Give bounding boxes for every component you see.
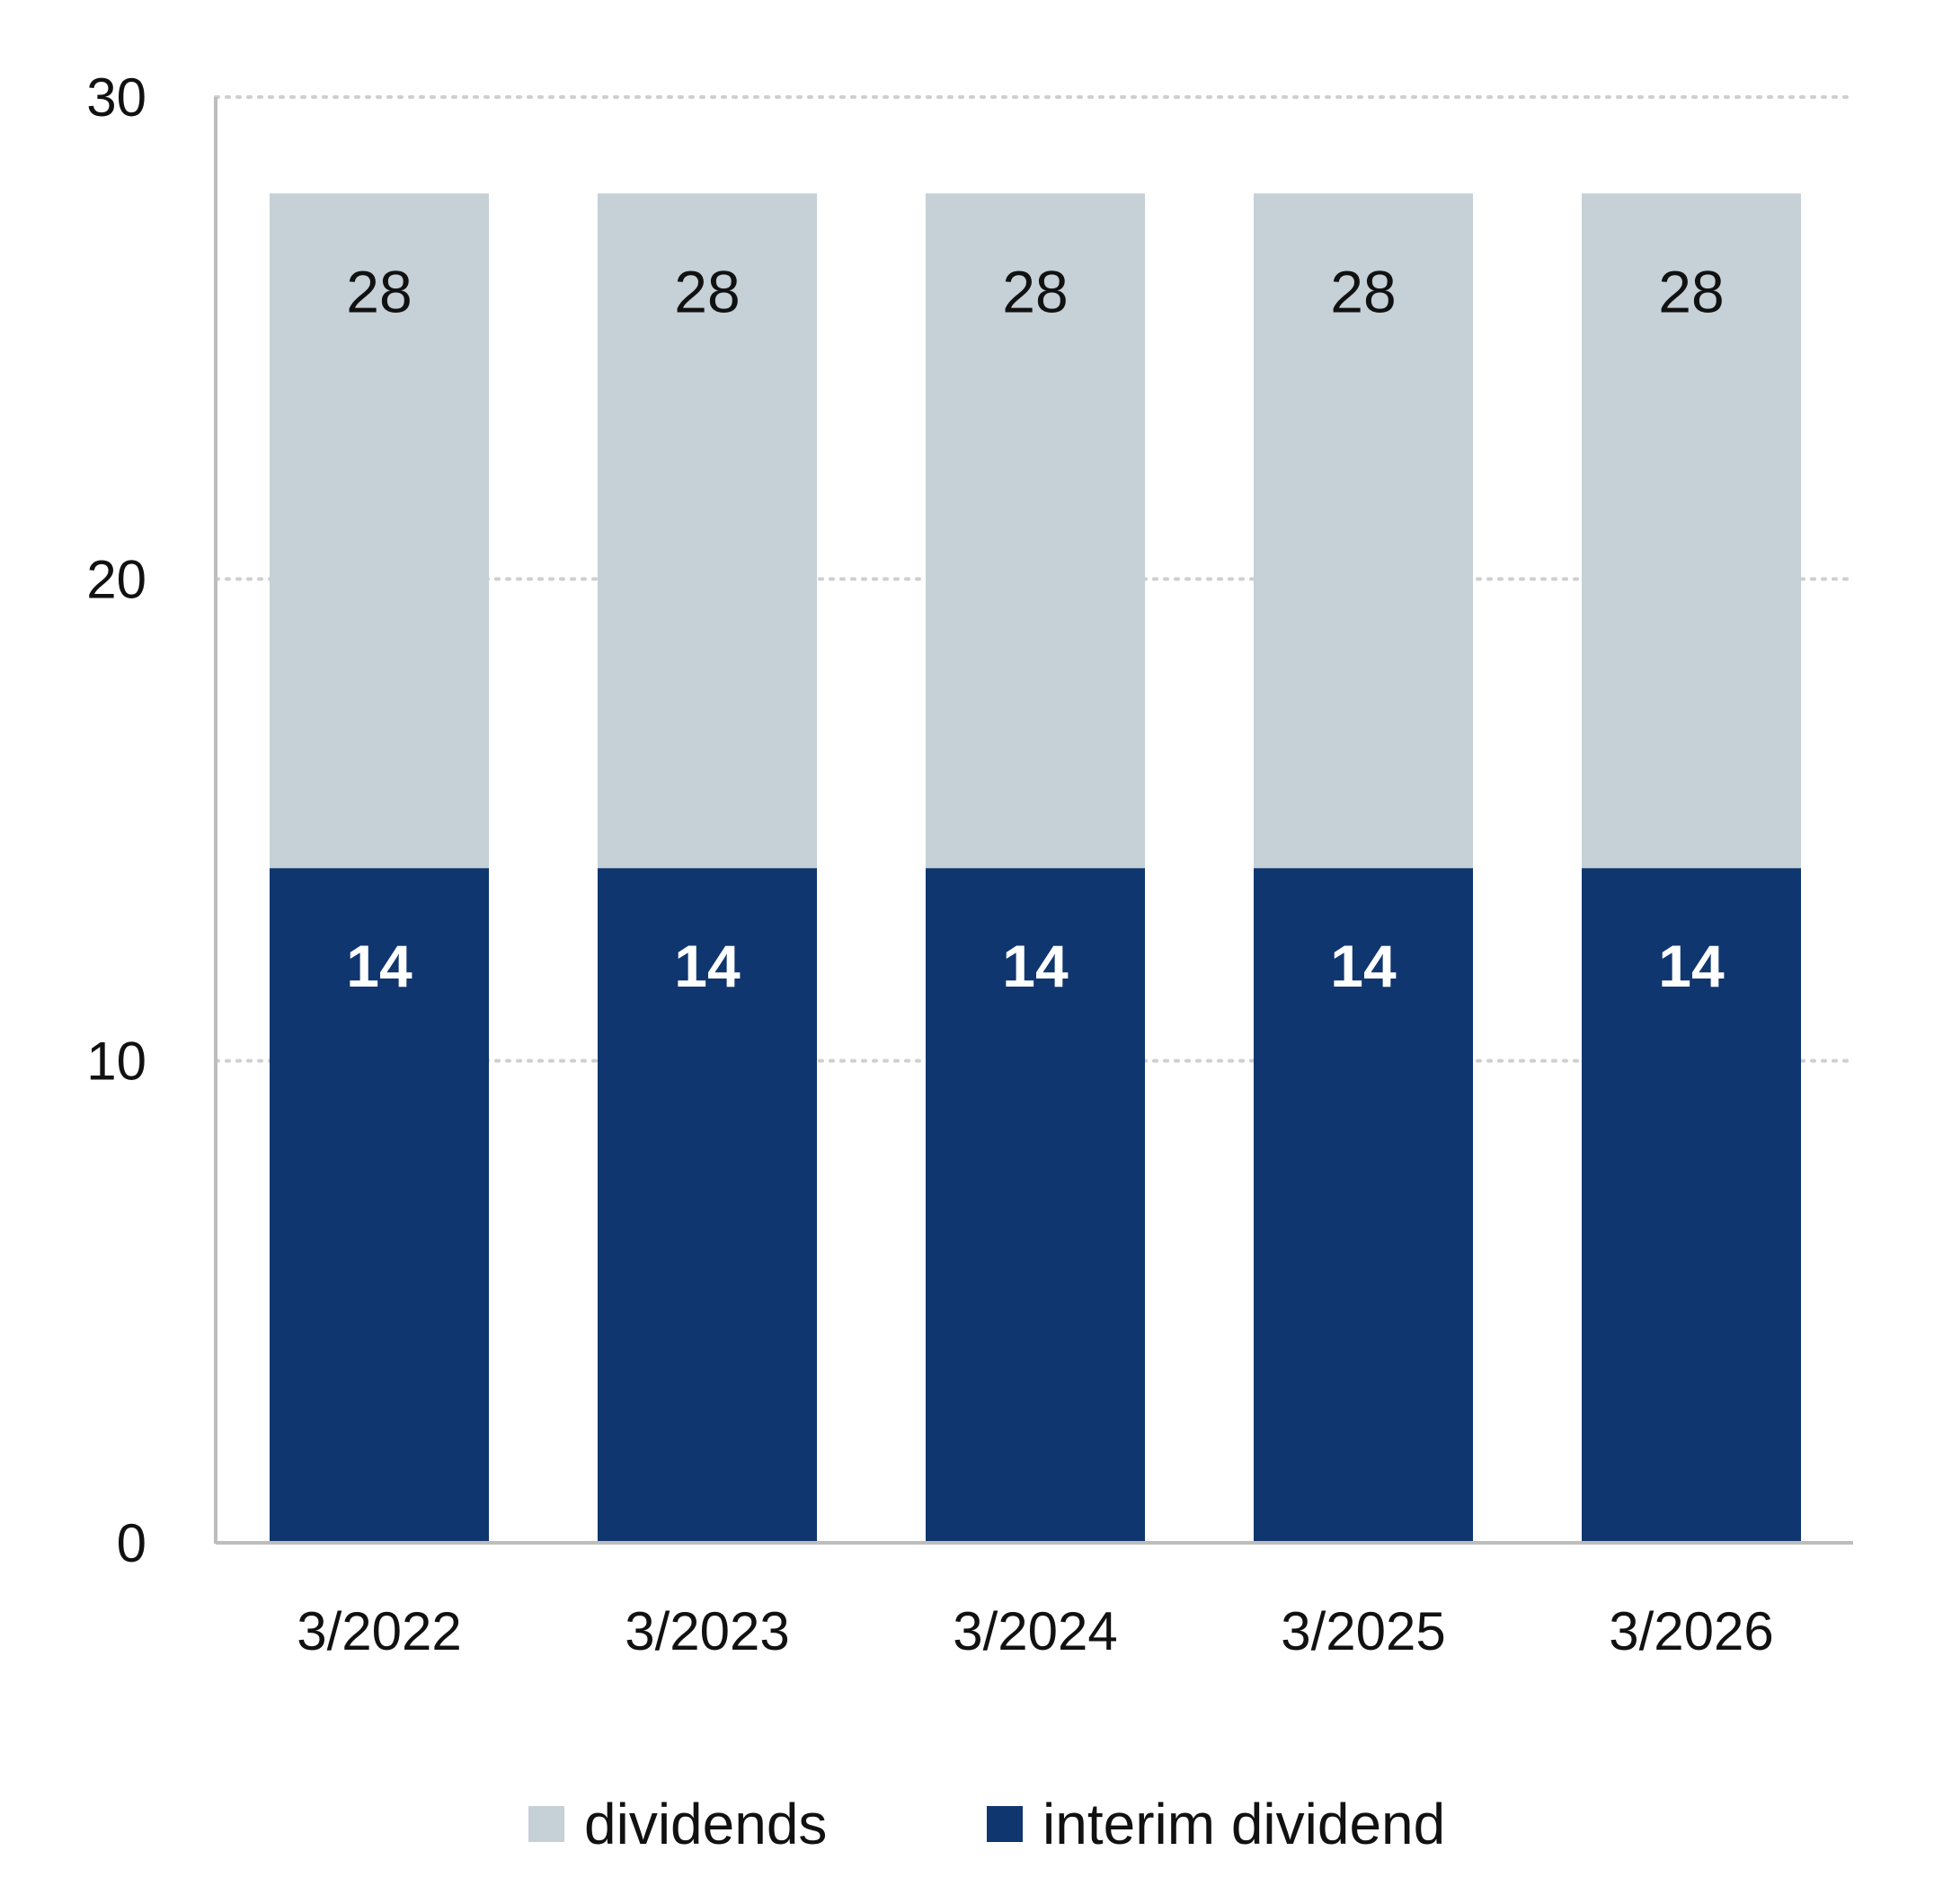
bar-dividends-3-2025 [1254, 193, 1473, 869]
y-tick-label: 0 [117, 1513, 146, 1573]
legend-label-interim-dividend: interim dividend [1042, 1792, 1445, 1856]
legend: dividends interim dividend [528, 1792, 1445, 1856]
data-label-dividends: 28 [674, 258, 740, 324]
x-tick-label: 3/2025 [1281, 1601, 1446, 1661]
data-label-interim-dividend: 14 [346, 933, 413, 999]
x-tick-label: 3/2022 [297, 1601, 462, 1661]
bar-dividends-3-2024 [926, 193, 1145, 869]
x-tick-labels: 3/2022 3/2023 3/2024 3/2025 3/2026 [297, 1601, 1774, 1661]
bar-dividends-3-2023 [598, 193, 817, 869]
legend-swatch-dividends [528, 1806, 564, 1842]
x-tick-label: 3/2023 [625, 1601, 790, 1661]
axes [214, 97, 1853, 1545]
x-tick-label: 3/2024 [953, 1601, 1118, 1661]
bar-interim-dividend-3-2022 [270, 868, 489, 1543]
data-label-interim-dividend: 14 [1330, 933, 1397, 999]
data-label-dividends: 28 [1002, 258, 1068, 324]
y-tick-label: 20 [86, 549, 146, 609]
y-tick-label: 10 [86, 1032, 146, 1092]
bar-dividends-3-2022 [270, 193, 489, 869]
y-tick-labels: 0 10 20 30 [86, 67, 146, 1573]
y-tick-label: 30 [86, 67, 146, 128]
data-label-dividends: 28 [1330, 258, 1396, 324]
data-label-dividends: 28 [1658, 258, 1724, 324]
data-label-interim-dividend: 14 [1658, 933, 1725, 999]
legend-label-dividends: dividends [584, 1792, 827, 1856]
bar-interim-dividend-3-2026 [1582, 868, 1801, 1543]
data-label-interim-dividend: 14 [674, 933, 741, 999]
bar-interim-dividend-3-2024 [926, 868, 1145, 1543]
data-label-interim-dividend: 14 [1002, 933, 1069, 999]
data-labels: 14 28 14 28 14 28 14 28 14 28 [346, 258, 1725, 999]
bar-dividends-3-2026 [1582, 193, 1801, 869]
data-label-dividends: 28 [346, 258, 412, 324]
bars [270, 193, 1801, 1543]
bar-interim-dividend-3-2025 [1254, 868, 1473, 1543]
bar-interim-dividend-3-2023 [598, 868, 817, 1543]
x-tick-label: 3/2026 [1609, 1601, 1774, 1661]
legend-swatch-interim-dividend [987, 1806, 1023, 1842]
